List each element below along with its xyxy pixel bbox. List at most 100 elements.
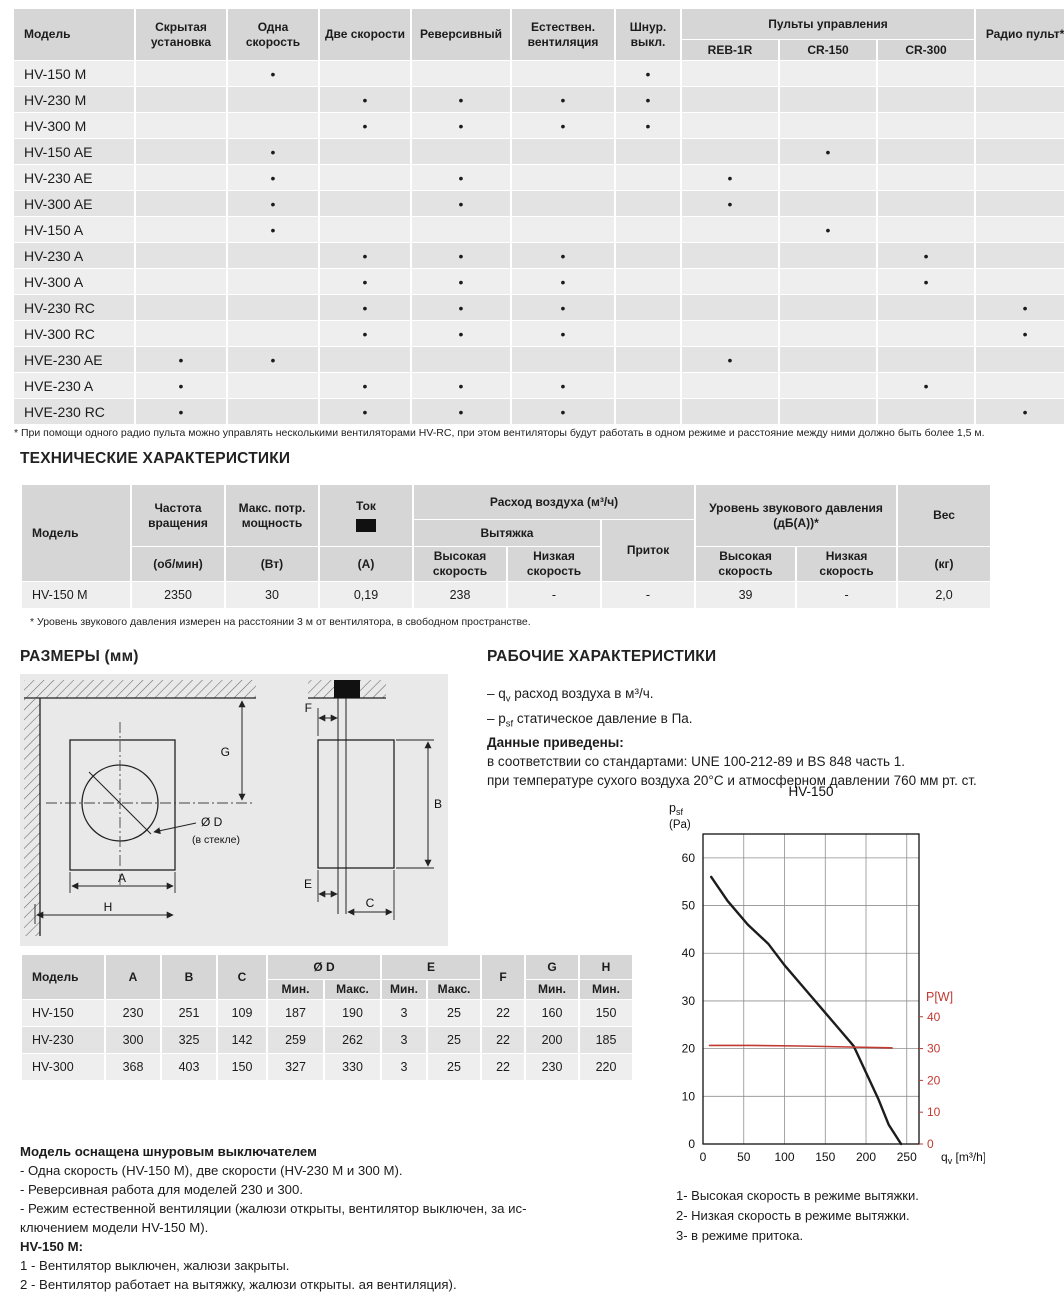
tech-noise-low-value: -	[797, 582, 897, 608]
tech-rpm-value: 2350	[132, 582, 224, 608]
dimension-value: 230	[526, 1054, 579, 1080]
col-header-radio-remote: Радио пульт*	[976, 9, 1064, 60]
label-e: E	[304, 877, 312, 891]
dimension-value: 325	[162, 1027, 216, 1053]
feature-empty-cell	[512, 217, 614, 242]
feature-empty-cell	[136, 165, 226, 190]
feature-empty-cell	[616, 165, 680, 190]
chart-legend: 1- Высокая скорость в режиме вытяжки. 2- …	[676, 1186, 919, 1246]
feature-empty-cell	[780, 191, 876, 216]
feature-dot: •	[412, 269, 510, 294]
dims-col-h: H	[580, 955, 633, 979]
ceiling-hatch	[24, 680, 256, 698]
label-b: B	[434, 797, 442, 811]
feature-empty-cell	[976, 217, 1064, 242]
features-table: Модель Скрытая установка Одна скорость Д…	[12, 8, 1064, 425]
label-g: G	[221, 745, 230, 759]
col-header-cord-switch: Шнур. выкл.	[616, 9, 680, 60]
fan-frame	[69, 739, 176, 871]
tech-specs-table: Модель Частота вращения Макс. потр. мощн…	[20, 484, 992, 609]
tech-noise-high-value: 39	[696, 582, 796, 608]
dimension-value: 160	[526, 1000, 579, 1026]
feature-dot: •	[412, 295, 510, 320]
feature-empty-cell	[412, 217, 510, 242]
model-name: HV-150 M	[14, 61, 134, 86]
diameter-line	[88, 771, 152, 835]
feature-empty-cell	[228, 321, 318, 346]
feature-empty-cell	[320, 61, 410, 86]
tech-unit-rpm: (об/мин)	[132, 547, 224, 581]
feature-empty-cell	[512, 139, 614, 164]
label-d-note: (в стекле)	[192, 834, 240, 846]
feature-empty-cell	[878, 61, 975, 86]
feature-dot: •	[320, 113, 410, 138]
feature-empty-cell	[320, 139, 410, 164]
feature-dot: •	[512, 87, 614, 112]
y-tick-label: 50	[682, 899, 696, 913]
dimension-value: 185	[580, 1027, 633, 1053]
feature-dot: •	[320, 243, 410, 268]
feature-dot: •	[512, 269, 614, 294]
table-row: HV-150 AE • •	[14, 139, 1064, 164]
dimension-value: 3	[382, 1054, 426, 1080]
tech-unit-current: (А)	[320, 547, 412, 581]
note-line: - Одна скорость (HV-150 M), две скорости…	[20, 1163, 403, 1178]
table-row: HV-230 AE • • •	[14, 165, 1064, 190]
model-name: HV-230 M	[14, 87, 134, 112]
right-tick-label: 20	[927, 1073, 941, 1087]
feature-dot: •	[412, 87, 510, 112]
dimension-value: 262	[325, 1027, 380, 1053]
feature-dot: •	[878, 269, 975, 294]
dims-col-c: C	[218, 955, 266, 999]
feature-empty-cell	[616, 347, 680, 372]
feature-empty-cell	[136, 191, 226, 216]
dimension-value: 25	[428, 1054, 481, 1080]
tech-col-airflow-group: Расход воздуха (м³/ч)	[414, 485, 695, 519]
dimensions-diagram: Ø D (в стекле) G A H F B E C	[24, 680, 442, 936]
feature-empty-cell	[412, 139, 510, 164]
label-d: Ø D	[201, 815, 223, 829]
feature-empty-cell	[228, 113, 318, 138]
feature-empty-cell	[136, 269, 226, 294]
feature-empty-cell	[616, 217, 680, 242]
feature-empty-cell	[412, 347, 510, 372]
col-header-two-speeds: Две скорости	[320, 9, 410, 60]
feature-empty-cell	[136, 139, 226, 164]
feature-dot: •	[512, 399, 614, 424]
dimension-value: 327	[268, 1054, 323, 1080]
dimension-value: 109	[218, 1000, 266, 1026]
feature-empty-cell	[320, 217, 410, 242]
dims-sub-max: Макс.	[428, 980, 481, 999]
model-name: HV-230 A	[14, 243, 134, 268]
feature-empty-cell	[512, 347, 614, 372]
tech-col-exhaust: Вытяжка	[414, 520, 600, 546]
plot-frame	[702, 833, 920, 1145]
feature-empty-cell	[878, 139, 975, 164]
feature-dot: •	[412, 321, 510, 346]
x-tick-label: 50	[737, 1150, 751, 1164]
table-row: HV-300 M • • • •	[14, 113, 1064, 138]
dims-col-f: F	[482, 955, 525, 999]
table-row: HV-300 A • • • •	[14, 269, 1064, 294]
legend-entry: 3- в режиме притока.	[676, 1228, 804, 1243]
tech-power-value: 30	[226, 582, 318, 608]
chart-title: HV-150	[788, 784, 833, 799]
table-row: HV-230 A • • • •	[14, 243, 1064, 268]
dimension-value: 3	[382, 1027, 426, 1053]
series-power-consumption	[708, 1044, 893, 1049]
dimension-value: 300	[106, 1027, 160, 1053]
feature-empty-cell	[976, 165, 1064, 190]
col-header-remotes-group: Пульты управления	[682, 9, 975, 39]
table-row: HV-150 M 2350 30 0,19 238 - - 39 - 2,0	[22, 582, 991, 608]
feature-empty-cell	[512, 61, 614, 86]
y-tick-label: 60	[682, 851, 696, 865]
note-line: 2 - Вентилятор работает на вытяжку, жалю…	[20, 1277, 457, 1292]
feature-empty-cell	[878, 295, 975, 320]
right-tick-label: 0	[927, 1137, 934, 1151]
tech-weight-value: 2,0	[898, 582, 991, 608]
x-tick-label: 0	[700, 1150, 707, 1164]
feature-empty-cell	[136, 295, 226, 320]
dims-sub-min: Мин.	[268, 980, 323, 999]
label-a: A	[118, 871, 126, 885]
feature-empty-cell	[878, 347, 975, 372]
